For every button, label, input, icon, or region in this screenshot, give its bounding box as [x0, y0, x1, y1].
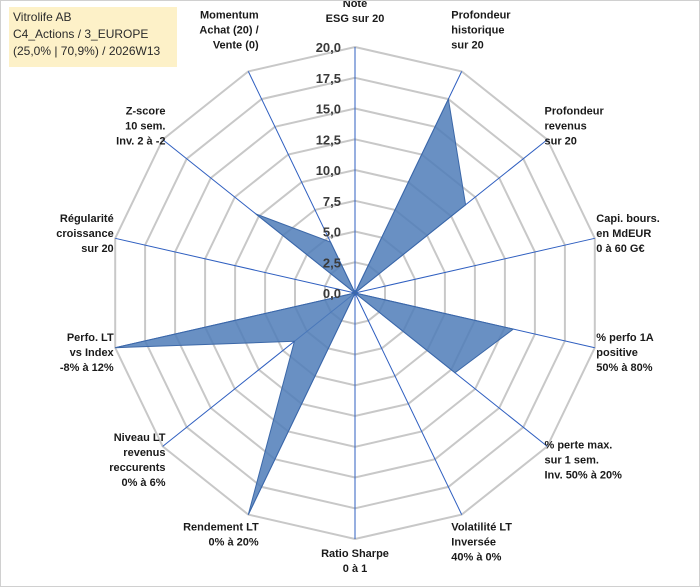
category-label-line: 0% à 6% — [121, 477, 165, 489]
category-label-line: Vente (0) — [213, 40, 259, 52]
category-label: % perfo 1A positive 50% à 80% — [596, 332, 654, 374]
tick-label: 20,0 — [316, 40, 341, 55]
category-label: Perfo. LT vs Index -8% à 12% — [60, 332, 115, 374]
category-label-line: sur 20 — [451, 40, 483, 52]
category-label-line: 0 à 1 — [343, 563, 367, 575]
category-label-line: Capi. bours. — [596, 213, 660, 225]
category-label-line: Note — [343, 1, 367, 10]
tick-label: 12,5 — [316, 132, 341, 147]
category-label-line: Inversée — [451, 537, 496, 549]
category-label-line: 0% à 20% — [209, 537, 259, 549]
category-label-line: 50% à 80% — [596, 362, 652, 374]
category-label-line: en MdEUR — [596, 228, 651, 240]
category-label-line: vs Index — [70, 347, 115, 359]
category-label-line: Niveau LT — [114, 432, 166, 444]
category-label: Niveau LT revenus reccurents 0% à 6% — [109, 432, 166, 489]
category-label-line: reccurents — [109, 462, 165, 474]
tick-label: 0,0 — [323, 286, 341, 301]
category-label-line: revenus — [545, 120, 587, 132]
category-label-line: Achat (20) / — [199, 25, 258, 37]
tick-label: 5,0 — [323, 225, 341, 240]
category-label-line: 40% à 0% — [451, 552, 501, 564]
category-label: Profondeur revenus sur 20 — [545, 105, 605, 147]
tick-label: 10,0 — [316, 163, 341, 178]
category-text: C4_Actions / 3_EUROPE — [13, 26, 173, 43]
category-label-line: % perfo 1A — [596, 332, 654, 344]
tick-label: 7,5 — [323, 194, 341, 209]
category-label: % perte max. sur 1 sem. Inv. 50% à 20% — [545, 440, 623, 482]
tick-label: 2,5 — [323, 255, 341, 270]
stats-text: (25,0% | 70,9%) / 2026W13 — [13, 43, 173, 60]
category-label: Profondeur historique sur 20 — [451, 10, 511, 52]
category-label-line: sur 20 — [81, 243, 113, 255]
category-label: Ratio Sharpe 0 à 1 — [321, 548, 389, 575]
category-label: Note ESG sur 20 — [326, 1, 385, 25]
category-label-line: Z-score — [126, 105, 166, 117]
category-label-line: Rendement LT — [183, 522, 259, 534]
category-label-line: 0 à 60 G€ — [596, 243, 644, 255]
category-label: Régularité croissance sur 20 — [56, 213, 113, 255]
category-label-line: Momentum — [200, 10, 259, 22]
category-label: Momentum Achat (20) / Vente (0) — [199, 10, 259, 52]
category-label-line: Ratio Sharpe — [321, 548, 389, 560]
tick-label: 15,0 — [316, 102, 341, 117]
category-label-line: positive — [596, 347, 638, 359]
company-name: Vitrolife AB — [13, 9, 173, 26]
category-label-line: croissance — [56, 228, 113, 240]
category-label-line: ESG sur 20 — [326, 13, 385, 25]
category-label-line: Profondeur — [451, 10, 511, 22]
category-label: Capi. bours. en MdEUR 0 à 60 G€ — [596, 213, 660, 255]
category-label-line: sur 1 sem. — [545, 455, 599, 467]
category-label-line: historique — [451, 25, 504, 37]
category-label-line: Profondeur — [545, 105, 605, 117]
tick-label: 17,5 — [316, 71, 341, 86]
category-label-line: Inv. 2 à -2 — [116, 135, 165, 147]
category-label: Volatilité LT Inversée 40% à 0% — [451, 522, 512, 564]
category-label-line: Perfo. LT — [67, 332, 114, 344]
category-label-line: % perte max. — [545, 440, 613, 452]
category-label-line: 10 sem. — [125, 120, 165, 132]
category-label: Rendement LT 0% à 20% — [183, 522, 259, 549]
category-label-line: -8% à 12% — [60, 362, 114, 374]
category-label-line: Volatilité LT — [451, 522, 512, 534]
category-label-line: Régularité — [60, 213, 114, 225]
category-label-line: Inv. 50% à 20% — [545, 470, 623, 482]
category-label: Z-score 10 sem. Inv. 2 à -2 — [116, 105, 165, 147]
info-box: Vitrolife AB C4_Actions / 3_EUROPE (25,0… — [9, 7, 177, 67]
category-label-line: revenus — [123, 447, 165, 459]
category-label-line: sur 20 — [545, 135, 577, 147]
